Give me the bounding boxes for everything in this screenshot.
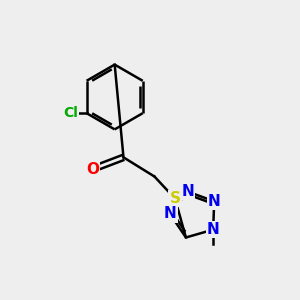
Text: N: N — [181, 184, 194, 199]
Text: N: N — [164, 206, 176, 221]
Text: O: O — [86, 162, 99, 177]
Text: N: N — [208, 194, 220, 209]
Text: S: S — [169, 191, 181, 206]
Text: N: N — [207, 222, 220, 237]
Text: Cl: Cl — [63, 106, 78, 120]
